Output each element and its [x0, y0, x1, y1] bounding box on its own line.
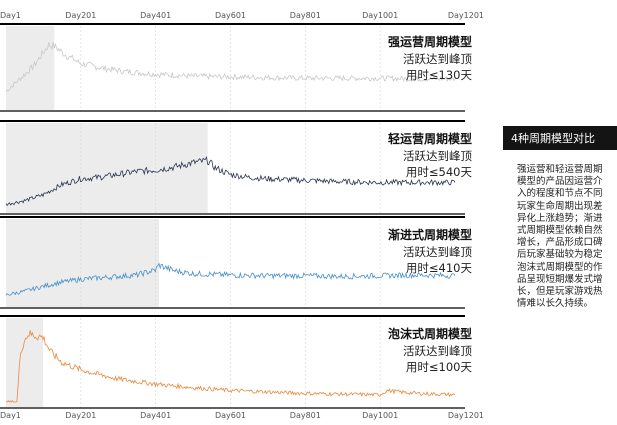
panel-subtitle-line: 用时≤130天	[406, 68, 473, 82]
panel-subtitle-line: 用时≤410天	[406, 261, 473, 275]
series-line	[6, 330, 456, 403]
x-tick-label: Day1	[0, 411, 21, 420]
series-line	[5, 262, 456, 296]
x-tick-label: Day801	[290, 411, 321, 420]
x-tick-label: Day201	[65, 11, 96, 20]
side-panel: 4种周期模型对比 强运营和轻运营周期 模型的产品因运营介 入的程度和节点不同 玩…	[503, 126, 617, 310]
series-line	[5, 155, 456, 207]
x-tick-label: Day601	[215, 411, 246, 420]
panel-subtitle-line: 活跃达到峰顶	[403, 52, 472, 66]
panel-subtitle-line: 用时≤100天	[406, 360, 473, 374]
panel-title: 轻运营周期模型	[388, 131, 472, 146]
shaded-region	[6, 318, 44, 407]
panel-title: 渐进式周期模型	[388, 227, 472, 242]
panel-subtitle-line: 活跃达到峰顶	[403, 149, 472, 163]
x-tick-label: Day801	[290, 11, 321, 20]
x-tick-label: Day601	[215, 11, 246, 20]
x-tick-label: Day401	[140, 11, 171, 20]
x-tick-label: Day1201	[448, 11, 484, 20]
panel-subtitle-line: 用时≤540天	[406, 165, 473, 179]
shaded-region	[6, 123, 208, 213]
x-tick-label: Day1	[0, 11, 21, 20]
shaded-region	[6, 219, 160, 307]
panel-title: 泡沫式周期模型	[388, 326, 472, 341]
side-panel-title: 4种周期模型对比	[503, 126, 617, 150]
panel-subtitle-line: 活跃达到峰顶	[403, 344, 472, 358]
x-tick-label: Day401	[140, 411, 171, 420]
series-line	[5, 42, 456, 92]
panel-subtitle-line: 活跃达到峰顶	[403, 245, 472, 259]
x-tick-label: Day1001	[362, 11, 398, 20]
x-tick-label: Day1201	[448, 411, 484, 420]
x-tick-label: Day201	[65, 411, 96, 420]
side-panel-description: 强运营和轻运营周期 模型的产品因运营介 入的程度和节点不同 玩家生命周期出现差 …	[517, 164, 603, 310]
x-tick-label: Day1001	[362, 411, 398, 420]
panel-title: 强运营周期模型	[388, 34, 472, 49]
